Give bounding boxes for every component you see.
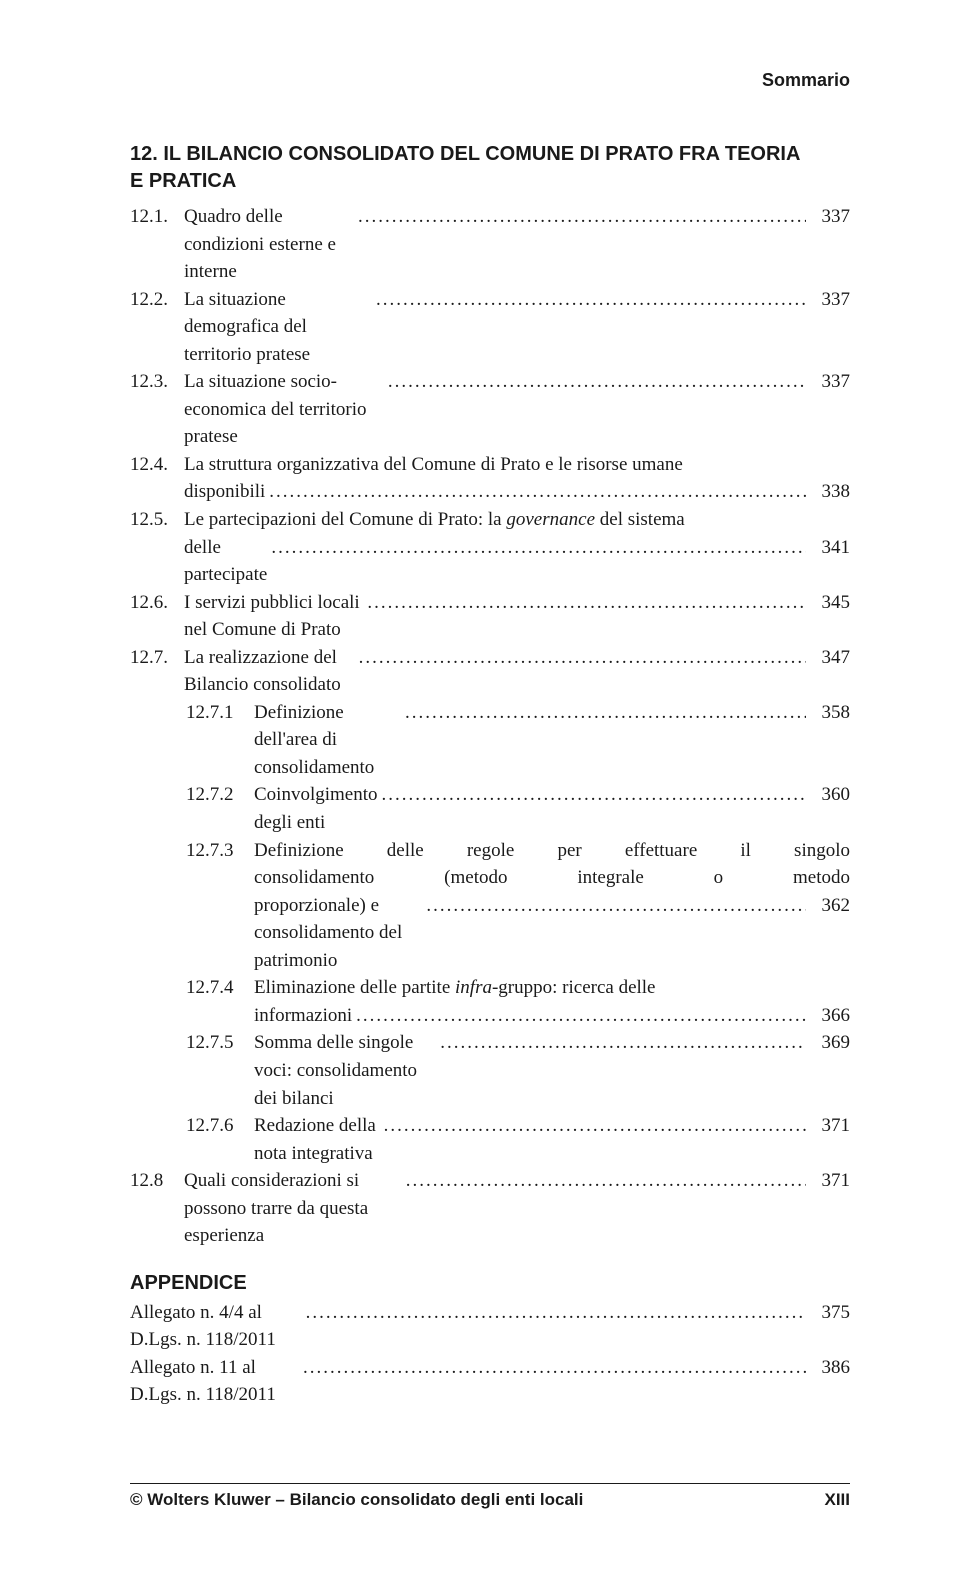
toc-label: Eliminazione delle partite infra-gruppo:… — [254, 977, 656, 998]
toc-label: Definizione dell'area di consolidamento — [254, 699, 401, 782]
toc-number: 12.2. — [130, 286, 184, 314]
toc-leader: ........................................… — [363, 589, 806, 617]
toc-number: 12.6. — [130, 589, 184, 617]
toc-label: delle partecipate — [184, 534, 267, 589]
toc-leader: ........................................… — [384, 368, 806, 396]
toc-number: 12.7.6 — [186, 1112, 254, 1140]
toc-page: 371 — [806, 1112, 850, 1140]
toc-page: 337 — [806, 368, 850, 396]
toc-leader: ........................................… — [380, 1112, 806, 1140]
toc-label: Quali considerazioni si possono trarre d… — [184, 1167, 402, 1250]
toc-leader: ........................................… — [402, 1167, 806, 1195]
toc-leader: ........................................… — [355, 644, 806, 672]
toc-number: 12.3. — [130, 368, 184, 396]
appendix-heading: APPENDICE — [130, 1272, 850, 1295]
toc-page: 366 — [806, 1002, 850, 1030]
toc-page: 358 — [806, 699, 850, 727]
toc-entry: 12.7.3Definizione delle regole per effet… — [130, 837, 850, 975]
toc-label: proporzionale) e consolidamento del patr… — [254, 892, 422, 975]
table-of-contents: 12.1. Quadro delle condizioni esterne e … — [130, 203, 850, 1250]
toc-label: La realizzazione del Bilancio consolidat… — [184, 644, 355, 699]
toc-entry: 12.7. La realizzazione del Bilancio cons… — [130, 644, 850, 699]
toc-number: 12.7.4 — [186, 974, 254, 1002]
toc-entry: 12.1. Quadro delle condizioni esterne e … — [130, 203, 850, 286]
toc-entry: 12.3. La situazione socio-economica del … — [130, 368, 850, 451]
toc-number: 12.1. — [130, 203, 184, 231]
toc-label: Somma delle singole voci: consolidamento… — [254, 1029, 436, 1112]
toc-page: 369 — [806, 1029, 850, 1057]
toc-leader: ........................................… — [302, 1299, 806, 1327]
toc-label: La situazione socio-economica del territ… — [184, 368, 384, 451]
toc-number: 12.7.2 — [186, 781, 254, 809]
toc-entry: 12.7.2 Coinvolgimento degli enti........… — [130, 781, 850, 836]
chapter-heading: 12. IL BILANCIO CONSOLIDATO DEL COMUNE D… — [130, 141, 850, 195]
toc-label: informazioni — [254, 1002, 352, 1030]
toc-entry: 12.5.Le partecipazioni del Comune di Pra… — [130, 506, 850, 589]
toc-entry: 12.8 Quali considerazioni si possono tra… — [130, 1167, 850, 1250]
appendix-label: Allegato n. 4/4 al D.Lgs. n. 118/2011 — [130, 1299, 302, 1354]
toc-leader: ........................................… — [372, 286, 806, 314]
toc-entry: 12.7.1 Definizione dell'area di consolid… — [130, 699, 850, 782]
toc-number: 12.4. — [130, 451, 184, 479]
toc-entry: 12.7.5 Somma delle singole voci: consoli… — [130, 1029, 850, 1112]
chapter-line1: 12. IL BILANCIO CONSOLIDATO DEL COMUNE D… — [130, 143, 800, 165]
toc-entry: 12.7.6 Redazione della nota integrativa.… — [130, 1112, 850, 1167]
appendix-list: Allegato n. 4/4 al D.Lgs. n. 118/2011...… — [130, 1299, 850, 1409]
toc-number: 12.7.5 — [186, 1029, 254, 1057]
toc-label: La situazione demografica del territorio… — [184, 286, 372, 369]
toc-entry: 12.2. La situazione demografica del terr… — [130, 286, 850, 369]
toc-label: consolidamento (metodo integrale o metod… — [254, 867, 850, 888]
appendix-page: 375 — [806, 1299, 850, 1327]
toc-leader: ........................................… — [378, 781, 807, 809]
toc-page: 371 — [806, 1167, 850, 1195]
toc-entry: 12.7.4Eliminazione delle partite infra-g… — [130, 974, 850, 1029]
toc-page: 362 — [806, 892, 850, 920]
toc-page: 360 — [806, 781, 850, 809]
toc-entry: 12.4.La struttura organizzativa del Comu… — [130, 451, 850, 506]
toc-label: Coinvolgimento degli enti — [254, 781, 378, 836]
toc-number: 12.7.1 — [186, 699, 254, 727]
appendix-entry: Allegato n. 11 al D.Lgs. n. 118/2011....… — [130, 1354, 850, 1409]
toc-leader: ........................................… — [354, 203, 806, 231]
toc-page: 345 — [806, 589, 850, 617]
toc-page: 338 — [806, 478, 850, 506]
toc-page: 347 — [806, 644, 850, 672]
toc-number: 12.5. — [130, 506, 184, 534]
toc-label: disponibili — [184, 478, 265, 506]
toc-leader: ........................................… — [299, 1354, 806, 1382]
toc-number: 12.8 — [130, 1167, 184, 1195]
chapter-line2: E PRATICA — [130, 170, 236, 192]
toc-number: 12.7. — [130, 644, 184, 672]
toc-leader: ........................................… — [422, 892, 806, 920]
toc-leader: ........................................… — [436, 1029, 806, 1057]
toc-label: I servizi pubblici locali nel Comune di … — [184, 589, 363, 644]
toc-label: Definizione delle regole per effettuare … — [254, 840, 850, 861]
toc-page: 341 — [806, 534, 850, 562]
toc-page: 337 — [806, 203, 850, 231]
footer-left: © Wolters Kluwer – Bilancio consolidato … — [130, 1490, 583, 1510]
toc-label: Quadro delle condizioni esterne e intern… — [184, 203, 354, 286]
toc-page: 337 — [806, 286, 850, 314]
toc-entry: 12.6. I servizi pubblici locali nel Comu… — [130, 589, 850, 644]
page-footer: © Wolters Kluwer – Bilancio consolidato … — [130, 1483, 850, 1510]
toc-leader: ........................................… — [265, 478, 806, 506]
toc-leader: ........................................… — [352, 1002, 806, 1030]
running-header: Sommario — [130, 70, 850, 91]
toc-number: 12.7.3 — [186, 837, 254, 865]
footer-page-number: XIII — [824, 1490, 850, 1510]
toc-leader: ........................................… — [267, 534, 806, 562]
toc-label: Redazione della nota integrativa — [254, 1112, 380, 1167]
toc-label: Le partecipazioni del Comune di Prato: l… — [184, 509, 685, 530]
appendix-entry: Allegato n. 4/4 al D.Lgs. n. 118/2011...… — [130, 1299, 850, 1354]
appendix-label: Allegato n. 11 al D.Lgs. n. 118/2011 — [130, 1354, 299, 1409]
toc-leader: ........................................… — [401, 699, 806, 727]
appendix-page: 386 — [806, 1354, 850, 1382]
toc-label: La struttura organizzativa del Comune di… — [184, 454, 683, 475]
